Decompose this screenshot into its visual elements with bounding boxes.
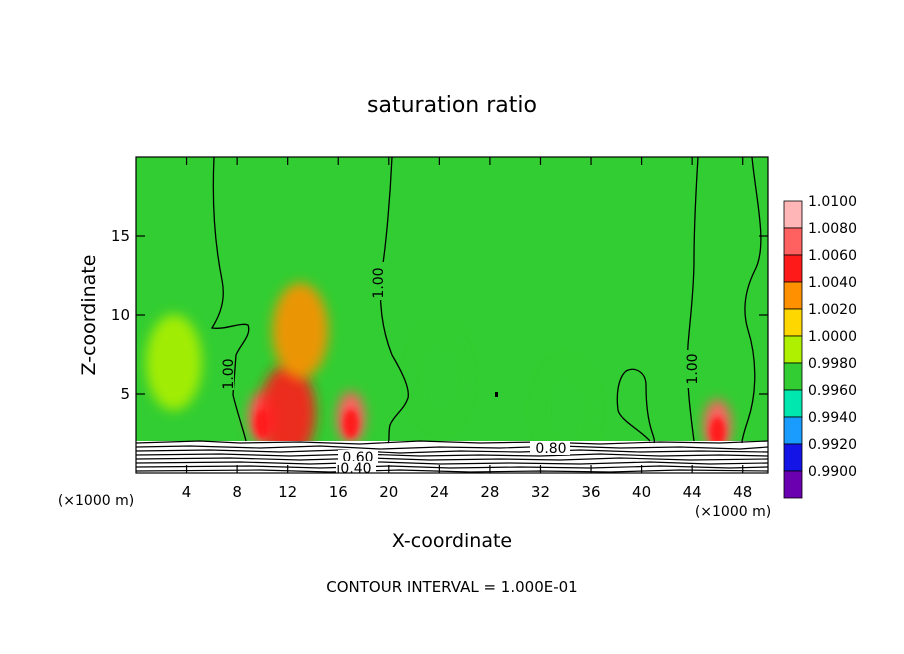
colorbar-swatch	[783, 281, 803, 310]
contour-1-00-right-b	[741, 157, 762, 444]
x-axis: 4 8 12 16 20 24 28 32 36 40 44 48	[182, 157, 752, 501]
colorbar-swatch	[783, 308, 803, 337]
x-axis-label: X-coordinate	[392, 530, 512, 552]
colorbar-label: 1.0040	[808, 275, 857, 291]
x-tick-label: 48	[733, 483, 752, 501]
boundary-contours	[136, 440, 768, 473]
contour-interval-footer: CONTOUR INTERVAL = 1.000E-01	[326, 578, 577, 596]
colorbar-label: 0.9900	[808, 464, 857, 480]
colorbar-swatch	[783, 470, 803, 499]
contour-label: 1.00	[685, 353, 701, 384]
x-unit-right: (×1000 m)	[695, 504, 771, 520]
x-tick-label: 24	[430, 483, 449, 501]
colorbar: 1.0100 1.0080 1.0060 1.0040 1.0020 1.0000 0.99…	[783, 194, 857, 499]
field-feature-core	[709, 417, 726, 446]
colorbar-swatch	[783, 335, 803, 364]
contour-label: 1.00	[221, 358, 237, 389]
colorbar-swatch	[783, 254, 803, 283]
contour-point	[495, 392, 498, 397]
colorbar-swatch	[783, 389, 803, 418]
y-tick-label: 5	[120, 385, 130, 403]
x-tick-label: 36	[581, 483, 600, 501]
field-feature	[259, 364, 316, 461]
field-feature	[537, 361, 594, 458]
colorbar-label: 0.9980	[808, 356, 857, 372]
x-tick-label: 28	[480, 483, 499, 501]
x-tick-label: 32	[531, 483, 550, 501]
contour-label: 0.80	[535, 441, 566, 457]
colorbar-label: 0.9960	[808, 383, 857, 399]
colorbar-swatch	[783, 227, 803, 256]
contour-lines	[210, 157, 762, 444]
colorbar-label: 0.9940	[808, 410, 857, 426]
colorbar-label: 1.0000	[808, 329, 857, 345]
contour-labels: 1.00 1.00 1.00 0.80 0.60 0.40	[218, 262, 701, 477]
field-feature	[411, 330, 468, 427]
contour-1-00-left	[210, 157, 250, 442]
colorbar-swatch	[783, 362, 803, 391]
x-tick-label: 20	[379, 483, 398, 501]
y-tick-label: 10	[111, 306, 130, 324]
x-tick-label: 8	[232, 483, 242, 501]
contour-1-00-closed	[616, 368, 656, 444]
field-feature	[272, 282, 329, 379]
colorbar-label: 1.0060	[808, 248, 857, 264]
field-feature	[145, 314, 202, 411]
field-features	[145, 282, 732, 461]
colorbar-label: 0.9920	[808, 437, 857, 453]
x-tick-label: 44	[683, 483, 702, 501]
x-tick-label: 4	[182, 483, 192, 501]
contour-1-00-middle	[379, 157, 409, 444]
plot-area: 1.00 1.00 1.00 0.80 0.60 0.40	[136, 157, 768, 477]
x-unit-left: (×1000 m)	[58, 493, 134, 509]
field-feature-core	[343, 409, 359, 439]
y-axis-label: Z-coordinate	[78, 255, 100, 376]
field-background	[136, 157, 768, 473]
contour-label: 0.40	[340, 461, 371, 477]
chart-title: saturation ratio	[367, 93, 537, 118]
x-tick-label: 40	[632, 483, 651, 501]
colorbar-swatch	[783, 200, 803, 229]
colorbar-label: 1.0020	[808, 302, 857, 318]
contour-label: 1.00	[371, 267, 387, 298]
colorbar-label: 1.0100	[808, 194, 857, 210]
contour-1-00-right-a	[686, 157, 699, 442]
x-tick-label: 12	[278, 483, 297, 501]
x-tick-label: 16	[329, 483, 348, 501]
colorbar-swatch	[783, 443, 803, 472]
y-tick-label: 15	[111, 227, 130, 245]
y-axis: 5 10 15	[111, 227, 768, 403]
colorbar-label: 1.0080	[808, 221, 857, 237]
colorbar-swatch	[783, 416, 803, 445]
